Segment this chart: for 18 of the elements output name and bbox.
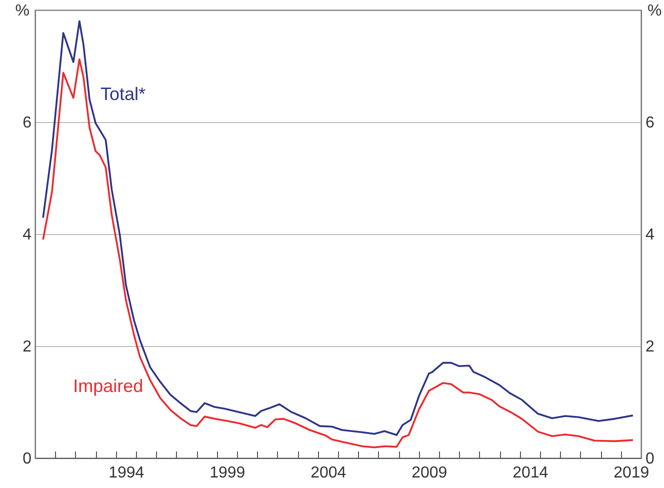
x-tick-label: 2014 (512, 464, 548, 482)
y-axis-title: % (15, 2, 30, 20)
y-tick-label: 2 (22, 338, 32, 356)
y2-tick-label: 2 (646, 338, 654, 356)
y-tick-label: 6 (22, 114, 32, 132)
y-tick-label: 0 (22, 450, 32, 468)
x-tick-label: 2019 (614, 464, 650, 482)
series-label: Impaired (73, 376, 144, 396)
series-label: Total* (100, 84, 146, 104)
y-tick-label: 4 (22, 226, 32, 244)
y2-tick-label: 6 (646, 114, 654, 132)
y2-tick-label: 4 (646, 226, 654, 244)
y2-axis-title: % (648, 2, 662, 20)
y2-tick-label: 0 (646, 450, 654, 468)
x-tick-label: 2004 (310, 464, 346, 482)
x-tick-label: 1999 (210, 464, 246, 482)
x-tick-label: 2009 (412, 464, 448, 482)
x-tick-label: 1994 (108, 464, 144, 482)
